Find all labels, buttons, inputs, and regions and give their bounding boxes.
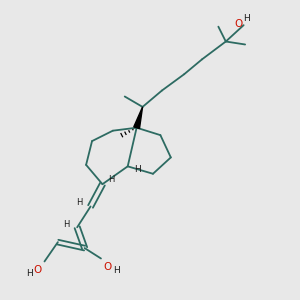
- Text: H: H: [243, 14, 249, 23]
- Text: H: H: [108, 175, 115, 184]
- Polygon shape: [134, 107, 142, 128]
- Text: O: O: [34, 265, 42, 275]
- Text: H: H: [113, 266, 120, 275]
- Text: H: H: [134, 165, 141, 174]
- Text: H: H: [26, 269, 32, 278]
- Text: H: H: [76, 198, 83, 207]
- Text: O: O: [234, 19, 242, 29]
- Text: H: H: [63, 220, 69, 229]
- Text: O: O: [103, 262, 112, 272]
